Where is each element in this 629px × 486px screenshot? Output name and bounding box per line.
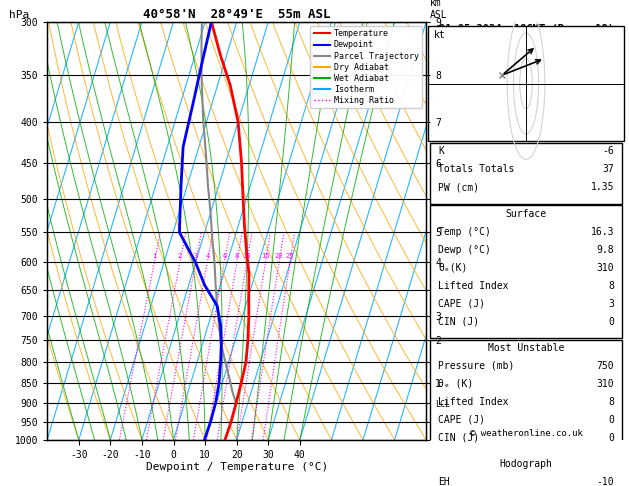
FancyBboxPatch shape bbox=[430, 340, 622, 454]
Text: 310: 310 bbox=[596, 379, 614, 389]
Text: 3: 3 bbox=[194, 253, 198, 259]
Text: kt: kt bbox=[434, 30, 446, 40]
Text: Temp (°C): Temp (°C) bbox=[438, 226, 491, 237]
Text: θₑ(K): θₑ(K) bbox=[438, 262, 467, 273]
Text: PW (cm): PW (cm) bbox=[438, 182, 479, 192]
Text: Hodograph: Hodograph bbox=[499, 459, 552, 469]
FancyBboxPatch shape bbox=[430, 206, 622, 338]
Text: 25: 25 bbox=[286, 253, 294, 259]
Text: 3: 3 bbox=[608, 298, 614, 309]
Text: Dewp (°C): Dewp (°C) bbox=[438, 244, 491, 255]
Text: Most Unstable: Most Unstable bbox=[488, 343, 564, 353]
Text: K: K bbox=[438, 146, 444, 156]
Text: 16.3: 16.3 bbox=[591, 226, 614, 237]
Text: 10: 10 bbox=[243, 253, 251, 259]
Title: 40°58'N  28°49'E  55m ASL: 40°58'N 28°49'E 55m ASL bbox=[143, 8, 330, 21]
Text: 1: 1 bbox=[152, 253, 157, 259]
Text: CIN (J): CIN (J) bbox=[438, 316, 479, 327]
Text: Surface: Surface bbox=[506, 208, 547, 219]
Text: 8: 8 bbox=[608, 397, 614, 407]
Text: 0: 0 bbox=[608, 433, 614, 443]
Text: 8: 8 bbox=[235, 253, 239, 259]
X-axis label: Dewpoint / Temperature (°C): Dewpoint / Temperature (°C) bbox=[145, 462, 328, 472]
Text: © weatheronline.co.uk: © weatheronline.co.uk bbox=[470, 429, 582, 438]
Text: CAPE (J): CAPE (J) bbox=[438, 415, 485, 425]
Text: hPa: hPa bbox=[9, 10, 30, 20]
Text: Lifted Index: Lifted Index bbox=[438, 397, 509, 407]
Text: 0: 0 bbox=[608, 415, 614, 425]
Text: 20: 20 bbox=[275, 253, 283, 259]
FancyBboxPatch shape bbox=[430, 456, 622, 486]
FancyBboxPatch shape bbox=[428, 26, 624, 141]
Text: Totals Totals: Totals Totals bbox=[438, 164, 515, 174]
Text: 750: 750 bbox=[596, 361, 614, 371]
Text: -10: -10 bbox=[596, 477, 614, 486]
Text: CIN (J): CIN (J) bbox=[438, 433, 479, 443]
Text: θₑ (K): θₑ (K) bbox=[438, 379, 474, 389]
Text: -6: -6 bbox=[602, 146, 614, 156]
Text: 9.8: 9.8 bbox=[596, 244, 614, 255]
Text: 6: 6 bbox=[222, 253, 226, 259]
Text: CAPE (J): CAPE (J) bbox=[438, 298, 485, 309]
Text: EH: EH bbox=[438, 477, 450, 486]
Text: 1.35: 1.35 bbox=[591, 182, 614, 192]
Text: 310: 310 bbox=[596, 262, 614, 273]
FancyBboxPatch shape bbox=[430, 143, 622, 204]
Text: 8: 8 bbox=[608, 280, 614, 291]
Text: 4: 4 bbox=[205, 253, 209, 259]
Text: Lifted Index: Lifted Index bbox=[438, 280, 509, 291]
Text: 37: 37 bbox=[602, 164, 614, 174]
Text: km
ASL: km ASL bbox=[430, 0, 448, 20]
Text: 0: 0 bbox=[608, 316, 614, 327]
Text: 01.05.2024  18GMT (Base: 18): 01.05.2024 18GMT (Base: 18) bbox=[438, 24, 613, 34]
Text: 2: 2 bbox=[178, 253, 182, 259]
Text: 15: 15 bbox=[261, 253, 270, 259]
Text: Pressure (mb): Pressure (mb) bbox=[438, 361, 515, 371]
Legend: Temperature, Dewpoint, Parcel Trajectory, Dry Adiabat, Wet Adiabat, Isotherm, Mi: Temperature, Dewpoint, Parcel Trajectory… bbox=[310, 26, 422, 108]
